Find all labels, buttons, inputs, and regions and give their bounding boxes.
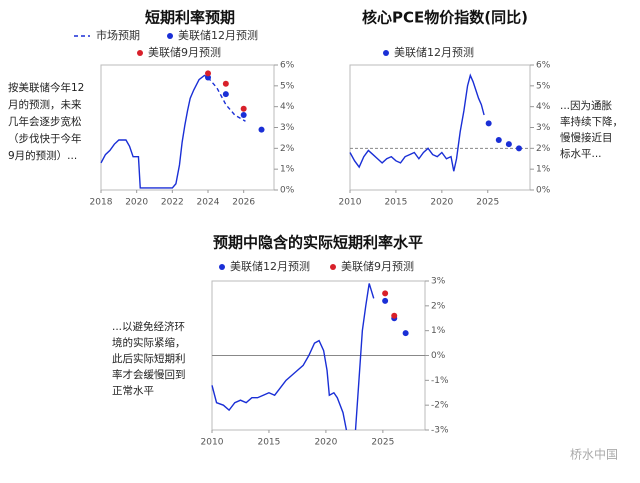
annotation: 此后实际短期利 — [112, 352, 186, 365]
y-tick-label: 1% — [280, 165, 295, 175]
legend-label: 美联储9月预测 — [341, 259, 414, 273]
y-tick-label: 5% — [280, 81, 295, 91]
y-tick-label: 5% — [536, 81, 551, 91]
annotation: 正常水平 — [112, 384, 154, 397]
legend-marker — [330, 264, 336, 270]
annotation: 率才会缓慢回到 — [112, 368, 186, 381]
legend-label: 市场预期 — [96, 28, 140, 42]
annotation: ...以避免经济环 — [112, 320, 185, 333]
y-tick-label: 1% — [536, 165, 551, 175]
y-tick-label: -3% — [431, 426, 449, 436]
y-tick-label: -2% — [431, 401, 449, 411]
y-tick-label: 6% — [536, 61, 551, 71]
y-tick-label: 3% — [431, 277, 446, 287]
x-tick-label: 2025 — [371, 438, 394, 448]
forecast-dot — [505, 141, 512, 148]
y-tick-label: 3% — [280, 123, 295, 133]
y-tick-label: -1% — [431, 376, 449, 386]
annotation: 率持续下降， — [560, 115, 623, 128]
x-tick-label: 2015 — [384, 198, 407, 208]
annotation: ...因为通胀 — [560, 100, 613, 112]
data-line — [349, 73, 485, 172]
watermark: 桥水中国 — [570, 447, 618, 462]
y-tick-label: 2% — [280, 144, 295, 154]
annotation: （步伐快于今年 — [8, 132, 82, 145]
y-tick-label: 4% — [536, 102, 551, 112]
annotation: 标水平... — [560, 148, 602, 160]
x-tick-label: 2015 — [257, 438, 280, 448]
x-tick-label: 2010 — [201, 438, 224, 448]
legend-marker — [219, 264, 225, 270]
x-tick-label: 2010 — [339, 198, 362, 208]
data-line — [100, 74, 209, 189]
x-tick-label: 2018 — [90, 198, 113, 208]
data-line — [211, 283, 375, 431]
forecast-dot — [402, 330, 409, 337]
forecast-dot — [258, 126, 265, 133]
y-tick-label: 6% — [280, 61, 295, 71]
dashed-line — [207, 77, 246, 122]
x-tick-label: 2020 — [430, 198, 453, 208]
plot-frame — [349, 64, 531, 191]
x-tick-label: 2022 — [161, 198, 184, 208]
plot-frame — [100, 64, 275, 191]
x-tick-label: 2025 — [476, 198, 499, 208]
forecast-dot — [240, 105, 247, 112]
chart-title: 预期中隐含的实际短期利率水平 — [213, 234, 423, 252]
legend-marker — [383, 50, 389, 56]
annotation: 按美联储今年12 — [8, 81, 84, 94]
y-tick-label: 1% — [431, 326, 446, 336]
legend-marker — [137, 50, 143, 56]
legend-label: 美联储12月预测 — [178, 28, 258, 42]
y-tick-label: 0% — [280, 186, 295, 196]
forecast-dot — [222, 91, 229, 98]
x-tick-label: 2020 — [314, 438, 337, 448]
forecast-dot — [391, 312, 398, 319]
y-tick-label: 0% — [536, 186, 551, 196]
forecast-dot — [222, 80, 229, 87]
annotation: 境的实际紧缩， — [112, 336, 186, 349]
y-tick-label: 0% — [431, 351, 446, 361]
forecast-dot — [515, 145, 522, 152]
y-tick-label: 4% — [280, 102, 295, 112]
forecast-dot — [485, 120, 492, 127]
y-tick-label: 3% — [536, 123, 551, 133]
chart-title: 核心PCE物价指数(同比) — [362, 9, 528, 27]
forecast-dot — [205, 74, 212, 81]
y-tick-label: 2% — [431, 301, 446, 311]
forecast-dot — [495, 137, 502, 143]
forecast-dot — [205, 70, 212, 77]
y-tick-label: 2% — [536, 144, 551, 154]
legend-label: 美联储12月预测 — [230, 259, 310, 273]
legend-label: 美联储9月预测 — [148, 45, 221, 59]
annotation: 几年会逐步宽松 — [8, 115, 82, 128]
annotation: 月的预测，未来 — [8, 98, 82, 111]
chart-title: 短期利率预期 — [145, 9, 235, 27]
legend-label: 美联储12月预测 — [394, 45, 474, 59]
forecast-dot — [382, 290, 389, 297]
x-tick-label: 2024 — [197, 198, 220, 208]
annotation: 慢慢接近目 — [560, 131, 613, 144]
x-tick-label: 2020 — [125, 198, 148, 208]
x-tick-label: 2026 — [232, 198, 255, 208]
forecast-dot — [240, 112, 247, 118]
annotation: 9月的预测）... — [8, 149, 77, 162]
legend-marker — [167, 33, 173, 39]
forecast-dot — [382, 297, 389, 304]
